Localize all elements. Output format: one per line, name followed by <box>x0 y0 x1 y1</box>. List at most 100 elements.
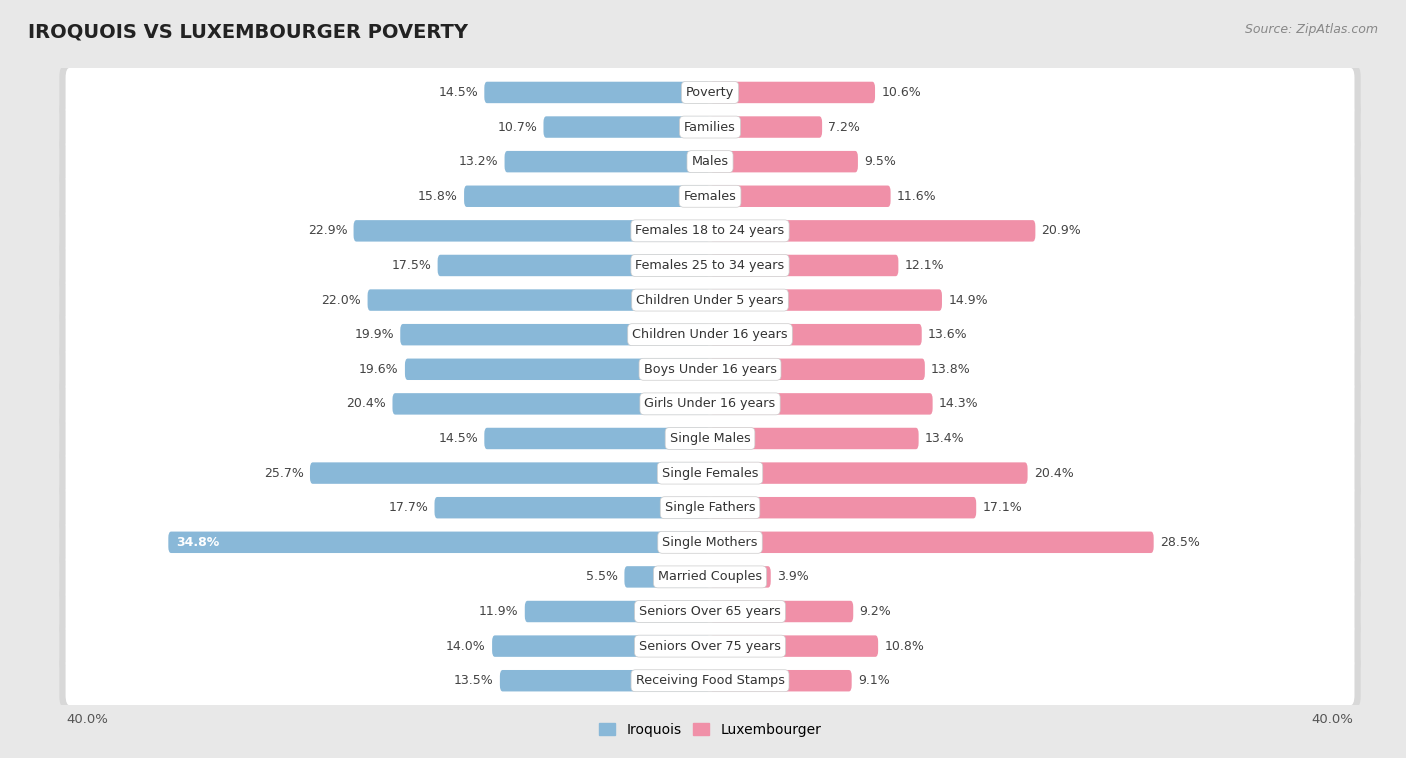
FancyBboxPatch shape <box>59 309 1361 361</box>
FancyBboxPatch shape <box>710 290 942 311</box>
Text: 25.7%: 25.7% <box>264 467 304 480</box>
FancyBboxPatch shape <box>66 656 1354 706</box>
FancyBboxPatch shape <box>353 220 710 242</box>
FancyBboxPatch shape <box>59 412 1361 465</box>
Text: Single Mothers: Single Mothers <box>662 536 758 549</box>
FancyBboxPatch shape <box>710 151 858 172</box>
FancyBboxPatch shape <box>710 531 1154 553</box>
FancyBboxPatch shape <box>59 516 1361 568</box>
Text: 13.2%: 13.2% <box>458 155 498 168</box>
Text: 17.5%: 17.5% <box>391 259 432 272</box>
FancyBboxPatch shape <box>66 448 1354 498</box>
Text: Married Couples: Married Couples <box>658 571 762 584</box>
FancyBboxPatch shape <box>392 393 710 415</box>
FancyBboxPatch shape <box>59 481 1361 534</box>
FancyBboxPatch shape <box>59 446 1361 500</box>
FancyBboxPatch shape <box>710 462 1028 484</box>
Text: 14.3%: 14.3% <box>939 397 979 410</box>
FancyBboxPatch shape <box>66 344 1354 394</box>
Text: 15.8%: 15.8% <box>418 190 458 202</box>
Text: 13.4%: 13.4% <box>925 432 965 445</box>
Text: Children Under 5 years: Children Under 5 years <box>637 293 783 306</box>
FancyBboxPatch shape <box>66 622 1354 671</box>
FancyBboxPatch shape <box>59 274 1361 327</box>
FancyBboxPatch shape <box>367 290 710 311</box>
FancyBboxPatch shape <box>710 601 853 622</box>
Text: 10.8%: 10.8% <box>884 640 924 653</box>
FancyBboxPatch shape <box>66 379 1354 429</box>
Text: 3.9%: 3.9% <box>778 571 808 584</box>
FancyBboxPatch shape <box>309 462 710 484</box>
Text: 14.9%: 14.9% <box>948 293 988 306</box>
Text: Boys Under 16 years: Boys Under 16 years <box>644 363 776 376</box>
FancyBboxPatch shape <box>710 635 879 657</box>
FancyBboxPatch shape <box>59 205 1361 257</box>
FancyBboxPatch shape <box>710 220 1035 242</box>
Text: 14.5%: 14.5% <box>439 432 478 445</box>
FancyBboxPatch shape <box>501 670 710 691</box>
Text: 7.2%: 7.2% <box>828 121 860 133</box>
FancyBboxPatch shape <box>59 101 1361 153</box>
FancyBboxPatch shape <box>59 170 1361 223</box>
FancyBboxPatch shape <box>59 343 1361 396</box>
Text: Receiving Food Stamps: Receiving Food Stamps <box>636 674 785 688</box>
FancyBboxPatch shape <box>59 550 1361 603</box>
FancyBboxPatch shape <box>66 275 1354 325</box>
Text: Females 18 to 24 years: Females 18 to 24 years <box>636 224 785 237</box>
Text: 10.6%: 10.6% <box>882 86 921 99</box>
Text: Source: ZipAtlas.com: Source: ZipAtlas.com <box>1244 23 1378 36</box>
Text: Girls Under 16 years: Girls Under 16 years <box>644 397 776 410</box>
Text: 20.4%: 20.4% <box>346 397 387 410</box>
Text: Single Fathers: Single Fathers <box>665 501 755 514</box>
Text: 11.6%: 11.6% <box>897 190 936 202</box>
FancyBboxPatch shape <box>66 414 1354 463</box>
Text: 13.5%: 13.5% <box>454 674 494 688</box>
FancyBboxPatch shape <box>710 324 922 346</box>
FancyBboxPatch shape <box>66 171 1354 221</box>
Text: Single Females: Single Females <box>662 467 758 480</box>
FancyBboxPatch shape <box>59 377 1361 431</box>
Text: 10.7%: 10.7% <box>498 121 537 133</box>
FancyBboxPatch shape <box>710 428 918 449</box>
FancyBboxPatch shape <box>710 186 890 207</box>
FancyBboxPatch shape <box>66 240 1354 290</box>
FancyBboxPatch shape <box>66 206 1354 255</box>
FancyBboxPatch shape <box>710 670 852 691</box>
Text: Males: Males <box>692 155 728 168</box>
Text: 20.9%: 20.9% <box>1042 224 1081 237</box>
Text: Poverty: Poverty <box>686 86 734 99</box>
Text: 13.8%: 13.8% <box>931 363 970 376</box>
FancyBboxPatch shape <box>66 102 1354 152</box>
FancyBboxPatch shape <box>710 359 925 380</box>
FancyBboxPatch shape <box>66 310 1354 359</box>
FancyBboxPatch shape <box>66 483 1354 533</box>
FancyBboxPatch shape <box>710 116 823 138</box>
FancyBboxPatch shape <box>59 620 1361 672</box>
Text: 19.6%: 19.6% <box>359 363 399 376</box>
Text: 14.5%: 14.5% <box>439 86 478 99</box>
FancyBboxPatch shape <box>710 566 770 587</box>
FancyBboxPatch shape <box>437 255 710 276</box>
FancyBboxPatch shape <box>59 240 1361 292</box>
Text: Children Under 16 years: Children Under 16 years <box>633 328 787 341</box>
FancyBboxPatch shape <box>59 136 1361 188</box>
FancyBboxPatch shape <box>710 82 875 103</box>
Text: 17.7%: 17.7% <box>388 501 429 514</box>
FancyBboxPatch shape <box>66 587 1354 637</box>
Text: 28.5%: 28.5% <box>1160 536 1199 549</box>
Text: 11.9%: 11.9% <box>479 605 519 618</box>
Text: 22.9%: 22.9% <box>308 224 347 237</box>
FancyBboxPatch shape <box>505 151 710 172</box>
Text: 12.1%: 12.1% <box>904 259 945 272</box>
FancyBboxPatch shape <box>710 497 976 518</box>
Text: 13.6%: 13.6% <box>928 328 967 341</box>
FancyBboxPatch shape <box>434 497 710 518</box>
Text: Females 25 to 34 years: Females 25 to 34 years <box>636 259 785 272</box>
FancyBboxPatch shape <box>544 116 710 138</box>
FancyBboxPatch shape <box>624 566 710 587</box>
FancyBboxPatch shape <box>66 136 1354 186</box>
FancyBboxPatch shape <box>710 255 898 276</box>
FancyBboxPatch shape <box>524 601 710 622</box>
Text: 9.5%: 9.5% <box>865 155 896 168</box>
Text: Seniors Over 75 years: Seniors Over 75 years <box>640 640 780 653</box>
